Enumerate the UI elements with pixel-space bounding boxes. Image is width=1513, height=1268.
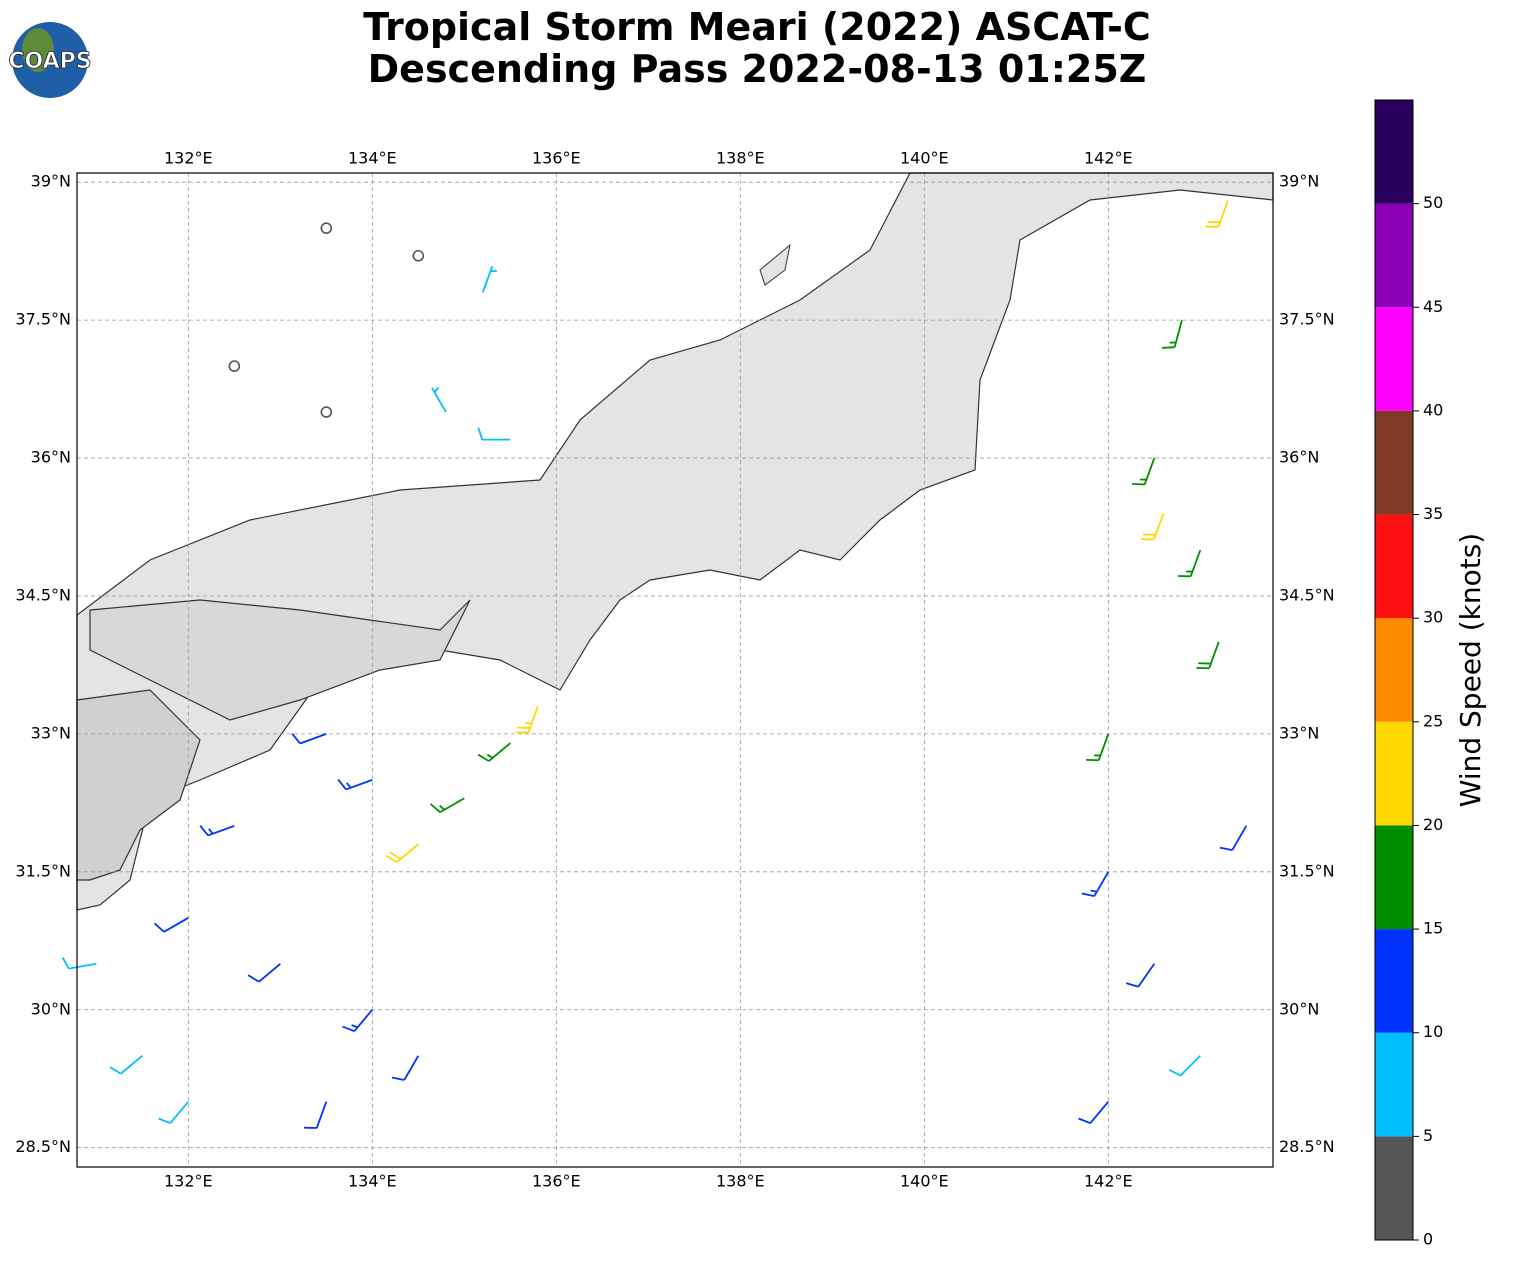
y-tick-label: 31.5°N (1279, 861, 1335, 880)
y-tick-label: 30°N (1279, 999, 1319, 1018)
land-kyushu (76, 689, 201, 881)
land-sado (759, 243, 791, 286)
colorbar-segment (1375, 825, 1413, 930)
x-tick-label: 140°E (900, 1172, 949, 1191)
y-tick-label: 34.5°N (15, 585, 71, 604)
wind-barb (1081, 871, 1110, 897)
wind-barb (1196, 641, 1220, 670)
x-tick-label: 136°E (532, 149, 581, 168)
colorbar-segment (1375, 307, 1413, 411)
colorbar-segment (1375, 203, 1413, 308)
wind-barb (1205, 200, 1229, 228)
wind-barb (430, 797, 465, 814)
wind-barb (1219, 825, 1248, 851)
colorbar-tick-label: 35 (1423, 504, 1443, 523)
x-tick-label: 132°E (164, 149, 213, 168)
x-tick-label: 142°E (1084, 149, 1133, 168)
wind-barb (385, 843, 419, 864)
wind-barb (342, 1009, 374, 1033)
wind-barb (1086, 733, 1110, 762)
wind-barb (477, 427, 511, 441)
colorbar-segment (1375, 721, 1413, 826)
y-tick-label: 31.5°N (15, 861, 71, 880)
map-area (61, 172, 1274, 1167)
y-tick-label: 37.5°N (1279, 310, 1335, 329)
y-tick-label: 36°N (1279, 448, 1319, 467)
wind-barb (304, 1101, 328, 1129)
x-tick-label: 132°E (164, 1172, 213, 1191)
y-tick-label: 33°N (31, 723, 71, 742)
wind-barb (337, 778, 373, 791)
title-line: Descending Pass 2022-08-13 01:25Z (368, 47, 1147, 91)
wind-barb (199, 824, 235, 837)
colorbar-tick-label: 25 (1423, 711, 1443, 730)
colorbar-tick-label: 15 (1423, 919, 1443, 938)
colorbar-tick-label: 40 (1423, 400, 1443, 419)
colorbar-tick-label: 20 (1423, 815, 1443, 834)
y-tick-label: 39°N (1279, 172, 1319, 191)
wind-barb (158, 1101, 190, 1124)
wind-barb (1125, 963, 1156, 988)
wind-barb (1141, 512, 1165, 541)
wind-barb (61, 957, 97, 970)
wind-barb (481, 265, 497, 293)
colorbar-segment (1375, 929, 1413, 1033)
colorbar-tick-label: 10 (1423, 1022, 1443, 1041)
x-tick-label: 136°E (532, 1172, 581, 1191)
x-tick-label: 134°E (348, 149, 397, 168)
y-tick-label: 37.5°N (15, 310, 71, 329)
wind-barb (291, 733, 327, 745)
wind-barb (247, 963, 281, 983)
colorbar-label: Wind Speed (knots) (1454, 533, 1487, 807)
colorbar-tick-label: 5 (1423, 1126, 1433, 1145)
y-tick-label: 33°N (1279, 723, 1319, 742)
wind-barb (320, 406, 333, 418)
x-tick-label: 134°E (348, 1172, 397, 1191)
x-tick-label: 138°E (716, 1172, 765, 1191)
y-tick-label: 39°N (31, 172, 71, 191)
wind-barb (391, 1055, 420, 1081)
y-tick-label: 36°N (31, 448, 71, 467)
wind-barb (1161, 319, 1183, 349)
colorbar-segment (1375, 410, 1413, 515)
colorbar-segment (1375, 100, 1413, 204)
y-tick-label: 28.5°N (15, 1137, 71, 1156)
wind-barb (320, 222, 333, 234)
colorbar-tick-label: 50 (1423, 193, 1443, 212)
x-tick-label: 142°E (1084, 1172, 1133, 1191)
wind-barb (412, 249, 425, 262)
land-shikoku (89, 599, 471, 721)
y-tick-label: 28.5°N (1279, 1137, 1335, 1156)
colorbar-tick-label: 30 (1423, 608, 1443, 627)
colorbar-segment (1375, 1032, 1413, 1137)
wind-barb (1132, 457, 1156, 486)
colorbar-tick-label: 45 (1423, 297, 1443, 316)
land-honshu (76, 172, 1274, 911)
map-frame (76, 172, 1274, 1168)
x-tick-label: 138°E (716, 149, 765, 168)
y-tick-label: 34.5°N (1279, 585, 1335, 604)
logo: COAPS (8, 22, 92, 98)
y-tick-label: 30°N (31, 999, 71, 1018)
colorbar-tick-label: 0 (1423, 1230, 1433, 1249)
logo-text: COAPS (8, 49, 91, 74)
wind-barb (1168, 1055, 1201, 1077)
wind-barb (154, 917, 189, 933)
wind-barb (431, 386, 447, 413)
colorbar-segment (1375, 514, 1413, 619)
colorbar-frame (1374, 99, 1414, 1241)
wind-barb (1078, 1101, 1110, 1124)
title-line: Tropical Storm Meari (2022) ASCAT-C (363, 5, 1151, 49)
wind-barb (477, 742, 511, 762)
wind-barb (1178, 549, 1202, 578)
logo-land (22, 28, 54, 72)
colorbar-segment (1375, 1136, 1413, 1240)
wind-barb (515, 706, 539, 734)
colorbar-segment (1375, 618, 1413, 722)
wind-barb (109, 1055, 143, 1075)
wind-barb (228, 360, 241, 372)
x-tick-label: 140°E (900, 149, 949, 168)
